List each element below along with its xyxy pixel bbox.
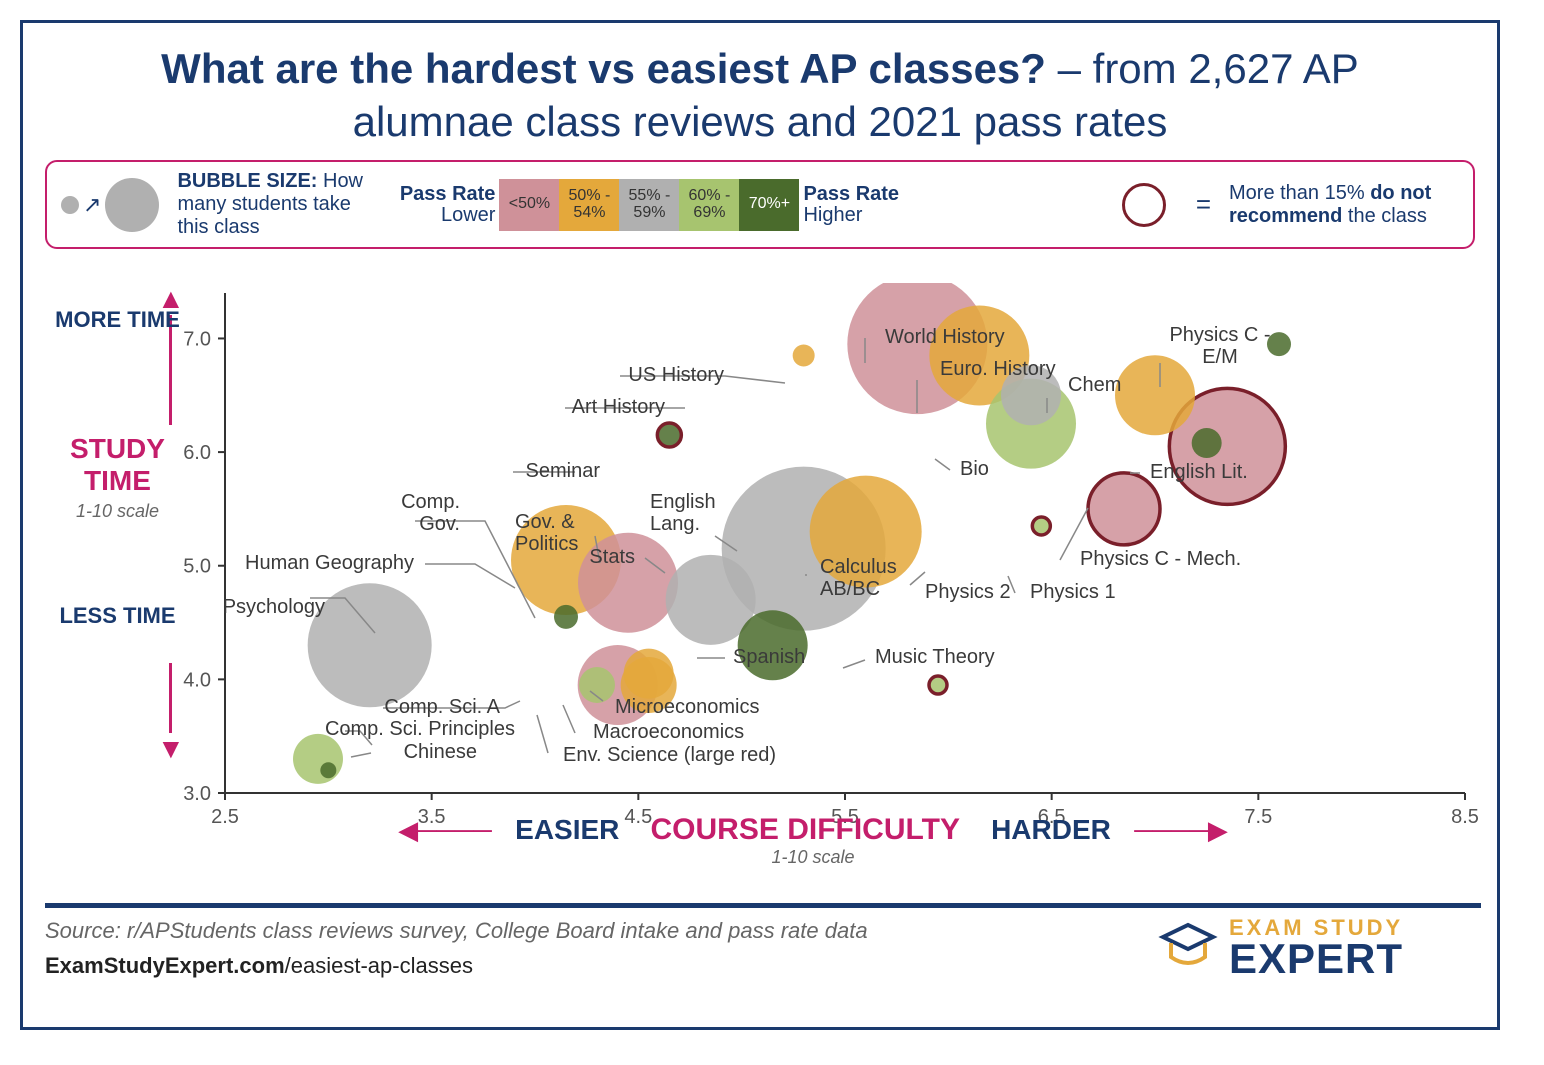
label: US History — [628, 364, 724, 386]
x-axis-labels: ◀──── EASIER COURSE DIFFICULTY HARDER ──… — [223, 813, 1403, 868]
logo: EXAM STUDY EXPERT — [1157, 908, 1467, 988]
label: Comp. — [401, 491, 460, 513]
label: AB/BC — [820, 578, 880, 600]
label: Bio — [960, 458, 989, 480]
bubble-physics-c-e-m — [1267, 332, 1291, 356]
title-bold: What are the hardest vs easiest AP class… — [161, 45, 1046, 92]
source-text: Source: r/APStudents class reviews surve… — [45, 918, 868, 944]
bubble-microeconomics — [624, 649, 674, 699]
bubble-art-history — [793, 345, 815, 367]
x-harder: HARDER — [991, 814, 1111, 845]
chart-area: 2.53.54.55.56.57.58.53.04.05.06.07.0Psyc… — [45, 283, 1481, 843]
svg-text:7.0: 7.0 — [183, 328, 211, 350]
label: Euro. History — [940, 358, 1056, 380]
label: Psychology — [223, 596, 325, 618]
label: Stats — [589, 546, 635, 568]
bubble-comp-sci-principles — [293, 734, 343, 784]
label: Calculus — [820, 556, 897, 578]
legend-bin: 50% - 54% — [559, 179, 619, 231]
label: Art History — [572, 396, 665, 418]
label: E/M — [1202, 346, 1238, 368]
legend-bin: 55% - 59% — [619, 179, 679, 231]
bubble-chinese — [320, 762, 336, 778]
bubble-small-icon — [61, 196, 79, 214]
label: Chinese — [404, 741, 477, 763]
arrow-icon: ↗ — [83, 192, 101, 218]
bubble-physics-c-mech- — [1192, 428, 1222, 458]
legend: ↗ BUBBLE SIZE: How many students take th… — [45, 160, 1475, 249]
svg-text:3.0: 3.0 — [183, 783, 211, 805]
legend-bubble-text: BUBBLE SIZE: How many students take this… — [177, 170, 377, 239]
equals-icon: = — [1196, 189, 1211, 220]
legend-bin: 60% - 69% — [679, 179, 739, 231]
x-scale: 1-10 scale — [223, 847, 1403, 868]
bubble-psychology — [308, 583, 432, 707]
label: Lang. — [650, 513, 700, 535]
svg-text:5.0: 5.0 — [183, 556, 211, 578]
logo-icon — [1157, 917, 1219, 979]
label: Music Theory — [875, 646, 995, 668]
legend-bubble-sample: ↗ — [61, 178, 159, 232]
legend-bins: <50%50% - 54%55% - 59%60% - 69%70%+ — [499, 179, 799, 231]
arrow-left-icon: ◀──── — [398, 815, 492, 845]
label: Politics — [515, 533, 578, 555]
label: Physics C - — [1169, 324, 1270, 346]
svg-text:6.0: 6.0 — [183, 442, 211, 464]
page-title: What are the hardest vs easiest AP class… — [83, 43, 1437, 148]
legend-passrate: Pass Rate Lower <50%50% - 54%55% - 59%60… — [395, 179, 903, 231]
legend-outline-icon — [1122, 183, 1166, 227]
label: Comp. Sci. Principles — [325, 718, 515, 740]
chart-svg: 2.53.54.55.56.57.58.53.04.05.06.07.0Psyc… — [45, 283, 1481, 843]
label: Comp. Sci. A — [384, 696, 500, 718]
label: Physics 1 — [1030, 581, 1116, 603]
bubble-chem — [1115, 355, 1195, 435]
svg-text:8.5: 8.5 — [1451, 806, 1479, 828]
bubble-large-icon — [105, 178, 159, 232]
label: Physics 2 — [925, 581, 1011, 603]
label: English Lit. — [1150, 461, 1248, 483]
label: Macroeconomics — [593, 721, 744, 743]
label: Microeconomics — [615, 696, 759, 718]
label: Spanish — [733, 646, 805, 668]
bubble-comp-sci-a — [579, 667, 615, 703]
legend-bin: 70%+ — [739, 179, 799, 231]
site-url: ExamStudyExpert.com/easiest-ap-classes — [45, 953, 473, 979]
legend-passrate-right: Pass Rate Higher — [803, 184, 903, 226]
legend-passrate-left: Pass Rate Lower — [395, 184, 495, 226]
legend-outline-text: More than 15% do not recommend the class — [1229, 182, 1459, 228]
legend-bin: <50% — [499, 179, 559, 231]
svg-text:4.0: 4.0 — [183, 669, 211, 691]
chart-frame: What are the hardest vs easiest AP class… — [20, 20, 1500, 1030]
label: Seminar — [526, 460, 601, 482]
legend-bubble-bold: BUBBLE SIZE: — [177, 170, 317, 192]
x-easier: EASIER — [515, 814, 619, 845]
label: Physics C - Mech. — [1080, 548, 1241, 570]
label: Env. Science (large red) — [563, 744, 776, 766]
bubble-comp-gov- — [554, 605, 578, 629]
label: Gov. — [419, 513, 460, 535]
logo-bottom: EXPERT — [1229, 939, 1403, 979]
label: Human Geography — [245, 552, 414, 574]
label: English — [650, 491, 716, 513]
x-title: COURSE DIFFICULTY — [651, 813, 960, 846]
label: Gov. & — [515, 511, 575, 533]
label: World History — [885, 326, 1005, 348]
label: Chem — [1068, 374, 1121, 396]
arrow-right-icon: ────▶ — [1134, 815, 1228, 845]
